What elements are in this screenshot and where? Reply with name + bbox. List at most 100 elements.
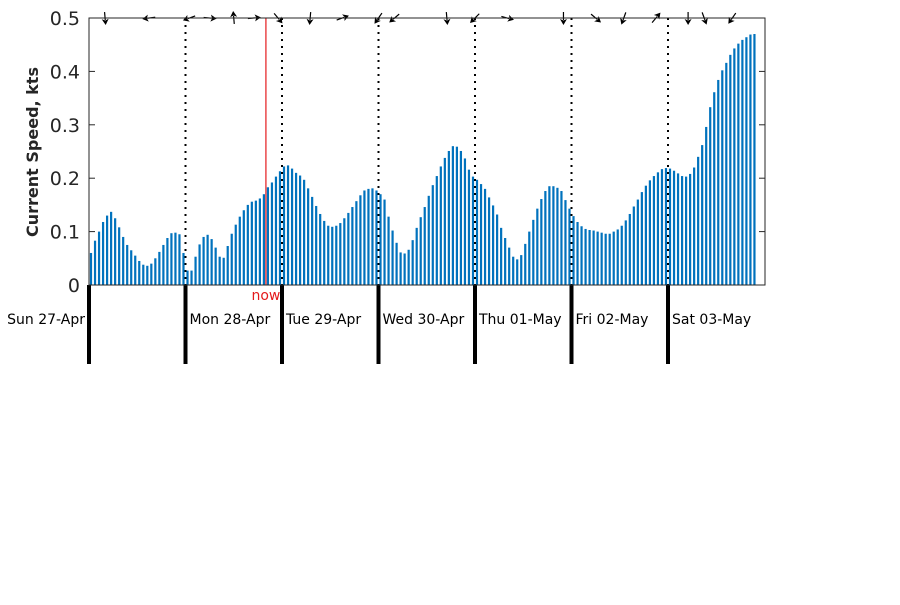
bar	[636, 199, 639, 285]
bar	[270, 182, 274, 285]
direction-arrow	[306, 11, 314, 25]
direction-arrow	[374, 12, 383, 24]
y-tick-labels: 0 0.1 0.2 0.3 0.4 0.5	[50, 8, 765, 297]
bar	[210, 239, 213, 285]
bar	[355, 201, 358, 285]
direction-arrow	[620, 12, 627, 25]
y-axis-label: Current Speed, kts	[23, 67, 42, 237]
bar	[504, 238, 507, 285]
bar	[632, 206, 635, 285]
bar	[705, 126, 708, 285]
bar	[134, 255, 137, 285]
bar	[431, 185, 434, 285]
y-tick-label: 0.3	[50, 115, 80, 137]
bar	[576, 221, 579, 285]
bar	[471, 176, 475, 285]
bar	[455, 146, 459, 285]
bar	[604, 233, 607, 285]
bar	[701, 145, 704, 285]
bar	[110, 211, 113, 285]
bar	[447, 150, 450, 285]
bar	[733, 48, 736, 285]
bar	[411, 240, 414, 285]
y-tick-label: 0.2	[50, 168, 80, 190]
direction-arrow	[443, 11, 451, 25]
bar	[648, 180, 652, 285]
direction-arrow	[101, 11, 109, 25]
bar	[335, 225, 338, 285]
bar	[556, 187, 559, 285]
bar	[307, 188, 310, 285]
bar	[142, 264, 145, 285]
bar	[363, 190, 366, 285]
bar	[315, 205, 318, 285]
bar	[640, 192, 643, 285]
bar	[540, 199, 543, 285]
axes-group	[88, 17, 766, 286]
bar	[343, 218, 346, 285]
bar	[214, 247, 217, 285]
direction-arrow	[684, 12, 692, 25]
x-tick-labels: Sun 27-Apr Mon 28-Apr Tue 29-Apr Wed 30-Apr…	[7, 312, 751, 328]
bar	[258, 198, 261, 285]
bar	[600, 232, 603, 285]
bar	[286, 165, 290, 285]
x-day-label: Thu 01-May	[478, 312, 562, 328]
bar	[745, 37, 748, 285]
bar	[713, 92, 716, 285]
bar	[399, 252, 402, 285]
bar	[741, 39, 744, 285]
bar	[174, 232, 177, 285]
direction-arrow	[701, 12, 708, 25]
bar	[508, 247, 511, 285]
bar	[403, 253, 406, 285]
bar	[323, 220, 326, 285]
day-separator-lines	[87, 18, 670, 364]
bar	[568, 208, 571, 285]
bar	[693, 167, 696, 285]
bar	[544, 191, 547, 285]
bar	[572, 216, 575, 285]
now-marker: now	[251, 18, 280, 304]
bar	[158, 251, 161, 285]
now-label: now	[251, 288, 280, 304]
bar	[222, 257, 225, 285]
bar	[483, 188, 487, 285]
bar	[415, 227, 418, 285]
bar	[580, 226, 583, 285]
bar	[443, 157, 446, 285]
bar	[532, 219, 535, 285]
bar	[190, 270, 193, 285]
direction-arrow	[728, 12, 737, 24]
bar	[407, 249, 410, 285]
bar	[451, 146, 454, 285]
bar	[311, 196, 314, 285]
bar	[656, 172, 660, 285]
bar	[516, 259, 519, 285]
bar	[676, 173, 680, 285]
bar	[206, 234, 209, 285]
bar	[375, 190, 378, 285]
bar	[487, 197, 491, 285]
bar	[564, 200, 567, 285]
bar	[290, 168, 294, 285]
bar	[552, 186, 555, 285]
bar	[234, 224, 237, 285]
bar	[387, 216, 390, 285]
bar	[186, 270, 189, 285]
bar	[439, 166, 442, 285]
bar	[250, 201, 253, 285]
y-tick-label: 0.5	[50, 8, 80, 30]
bar	[427, 195, 430, 285]
bar	[351, 207, 354, 285]
bar	[624, 220, 627, 285]
y-tick-label: 0.1	[50, 222, 80, 244]
bar	[524, 243, 527, 285]
bar	[709, 107, 712, 286]
bar	[467, 169, 471, 285]
bar	[331, 226, 334, 285]
bar	[660, 169, 664, 285]
bar	[725, 62, 728, 285]
bar	[423, 207, 426, 285]
